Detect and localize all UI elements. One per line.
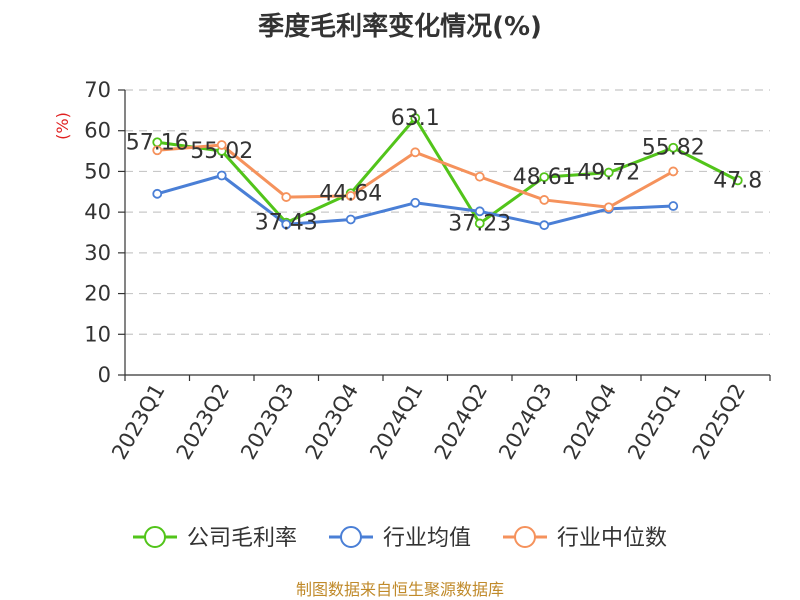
x-tick-labels: 2023Q1 2023Q2 2023Q3 2023Q4 2024Q1 2024Q2 2024…: [107, 380, 750, 464]
legend-item-1: 公司毛利率: [133, 526, 297, 551]
data-point: [668, 142, 679, 153]
data-point: [216, 140, 227, 150]
data-point: [474, 218, 485, 229]
chart-title: 季度毛利率变化情况(%): [258, 11, 542, 42]
data-label: 63.1: [391, 106, 440, 131]
legend-item-3: 行业中位数: [503, 526, 667, 551]
data-label: 48.61: [513, 165, 576, 190]
legend-marker: [340, 526, 362, 548]
data-point: [474, 171, 485, 182]
data-point: [732, 175, 743, 186]
grid-lines: [125, 89, 770, 335]
legend: 公司毛利率 行业均值 行业中位数: [133, 526, 667, 551]
axes: [118, 89, 771, 381]
legend-label: 公司毛利率: [187, 526, 297, 551]
data-point: [668, 201, 679, 211]
legend-item-2: 行业均值: [329, 526, 471, 551]
series-line: [157, 116, 739, 225]
data-point: [410, 197, 421, 208]
x-tick-label: 2024Q4: [559, 380, 621, 464]
data-point: [410, 147, 421, 158]
y-tick-label: 40: [84, 200, 111, 224]
data-point: [345, 214, 356, 225]
x-tick-label: 2023Q4: [301, 380, 363, 464]
series-3: [152, 140, 679, 213]
y-tick-label: 10: [84, 322, 111, 346]
y-axis-label: (%): [53, 112, 72, 140]
x-tick-label: 2025Q2: [688, 380, 750, 464]
x-tick-label: 2024Q3: [494, 380, 556, 464]
y-tick-labels: 0 10 20 30 40 50 60 70: [84, 78, 111, 387]
y-tick-label: 30: [84, 241, 111, 265]
y-tick-label: 70: [84, 78, 111, 102]
data-label: 55.02: [190, 139, 253, 164]
data-point: [474, 206, 485, 217]
data-point: [668, 166, 679, 177]
data-point: [539, 172, 550, 182]
x-tick-label: 2023Q2: [172, 380, 234, 464]
data-point: [410, 113, 421, 123]
data-point: [216, 170, 227, 181]
legend-label: 行业中位数: [557, 526, 667, 551]
y-tick-label: 20: [84, 282, 111, 306]
data-label: 37.43: [255, 211, 318, 236]
data-point: [152, 145, 163, 156]
data-label: 55.82: [642, 136, 705, 161]
data-point: [603, 167, 614, 178]
y-tick-label: 50: [84, 159, 111, 183]
data-label: 37.23: [448, 211, 511, 236]
series-lines: [152, 113, 743, 231]
x-tick-label: 2024Q2: [430, 380, 492, 464]
legend-marker: [514, 526, 536, 548]
data-label: 49.72: [577, 161, 640, 186]
y-tick-label: 0: [98, 363, 111, 387]
data-label: 57.16: [126, 130, 189, 155]
data-point: [281, 192, 292, 202]
data-point: [603, 202, 614, 213]
data-point: [539, 220, 550, 231]
data-point: [539, 195, 550, 205]
data-label: 44.64: [319, 181, 382, 206]
x-tick-label: 2024Q1: [365, 380, 427, 464]
x-tick-label: 2023Q1: [107, 380, 169, 464]
x-tick-label: 2023Q3: [236, 380, 298, 464]
data-point: [281, 219, 292, 230]
y-tick-label: 60: [84, 119, 111, 143]
source-note: 制图数据来自恒生聚源数据库: [296, 580, 504, 599]
legend-marker: [144, 526, 166, 548]
data-point: [152, 188, 163, 199]
data-label: 47.8: [713, 168, 762, 193]
legend-label: 行业均值: [383, 526, 471, 551]
x-tick-label: 2025Q1: [623, 380, 685, 464]
data-point: [345, 190, 356, 201]
series-2: [152, 170, 679, 231]
